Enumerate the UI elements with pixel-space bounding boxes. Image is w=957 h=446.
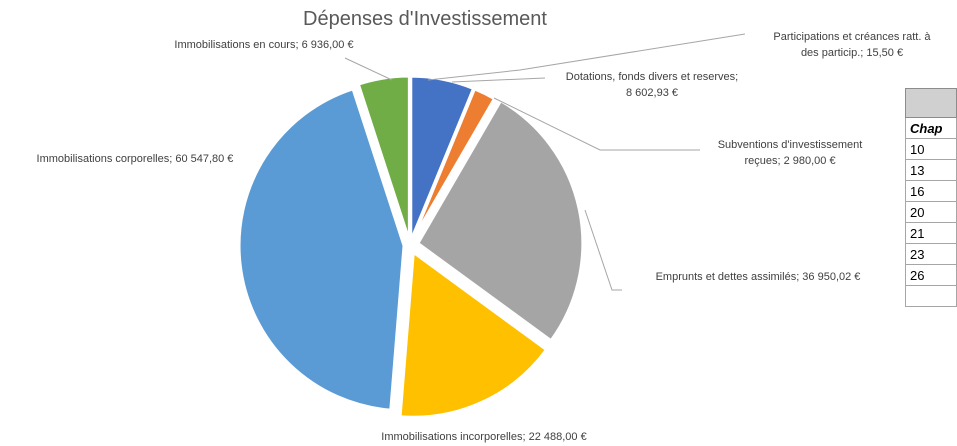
- chart-title: Dépenses d'Investissement: [303, 8, 547, 30]
- leader-line: [493, 97, 700, 151]
- pie-slice: [398, 249, 549, 419]
- leader-line: [427, 33, 746, 81]
- data-label: Immobilisations corporelles; 60 547,80 €: [37, 153, 234, 165]
- table-header-cell: [905, 88, 957, 118]
- chapter-table: Chap 10 13 16 20 21 23 26: [905, 88, 957, 307]
- data-label: reçues; 2 980,00 €: [744, 155, 835, 167]
- data-label: Participations et créances ratt. à: [773, 31, 931, 43]
- data-label: Immobilisations en cours; 6 936,00 €: [174, 39, 353, 51]
- table-cell: 23: [905, 243, 957, 265]
- data-label: Subventions d'investissement: [718, 139, 863, 151]
- data-label: Dotations, fonds divers et reserves;: [566, 71, 738, 83]
- table-cell: 21: [905, 222, 957, 244]
- data-label: des particip.; 15,50 €: [801, 47, 903, 59]
- table-cell: 10: [905, 138, 957, 160]
- leader-line: [584, 209, 622, 291]
- table-cell: [905, 285, 957, 307]
- data-label: 8 602,93 €: [626, 87, 678, 99]
- table-cell: 16: [905, 180, 957, 202]
- leader-line: [344, 57, 393, 81]
- pie-slice: [356, 74, 411, 242]
- table-cell: 20: [905, 201, 957, 223]
- data-label: Emprunts et dettes assimilés; 36 950,02 …: [656, 271, 861, 283]
- data-label: Immobilisations incorporelles; 22 488,00…: [381, 431, 586, 443]
- pie-slice: [415, 98, 585, 343]
- pie-slice: [237, 86, 406, 412]
- leader-line: [451, 77, 546, 83]
- table-subheader-cell: Chap: [905, 117, 957, 139]
- table-cell: 13: [905, 159, 957, 181]
- table-cell: 26: [905, 264, 957, 286]
